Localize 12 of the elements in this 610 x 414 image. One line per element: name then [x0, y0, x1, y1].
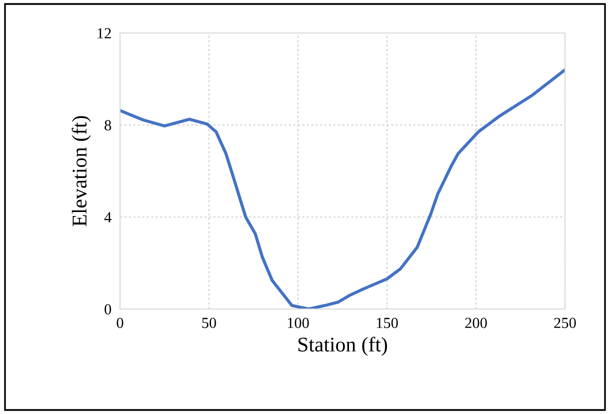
x-tick-label: 150: [376, 318, 398, 328]
y-tick-label: 4: [104, 212, 112, 222]
y-tick-label: 12: [98, 28, 111, 38]
y-axis-title: Elevation (ft): [72, 116, 91, 226]
y-tick-label: 8: [104, 120, 112, 130]
x-tick-label: 50: [202, 318, 216, 328]
x-tick-label: 0: [116, 318, 124, 328]
x-axis-title: Station (ft): [298, 336, 388, 356]
x-tick-label: 100: [288, 318, 309, 328]
y-tick-label: 0: [104, 304, 112, 314]
x-tick-label: 200: [465, 318, 487, 328]
x-tick-label: 250: [554, 318, 576, 328]
